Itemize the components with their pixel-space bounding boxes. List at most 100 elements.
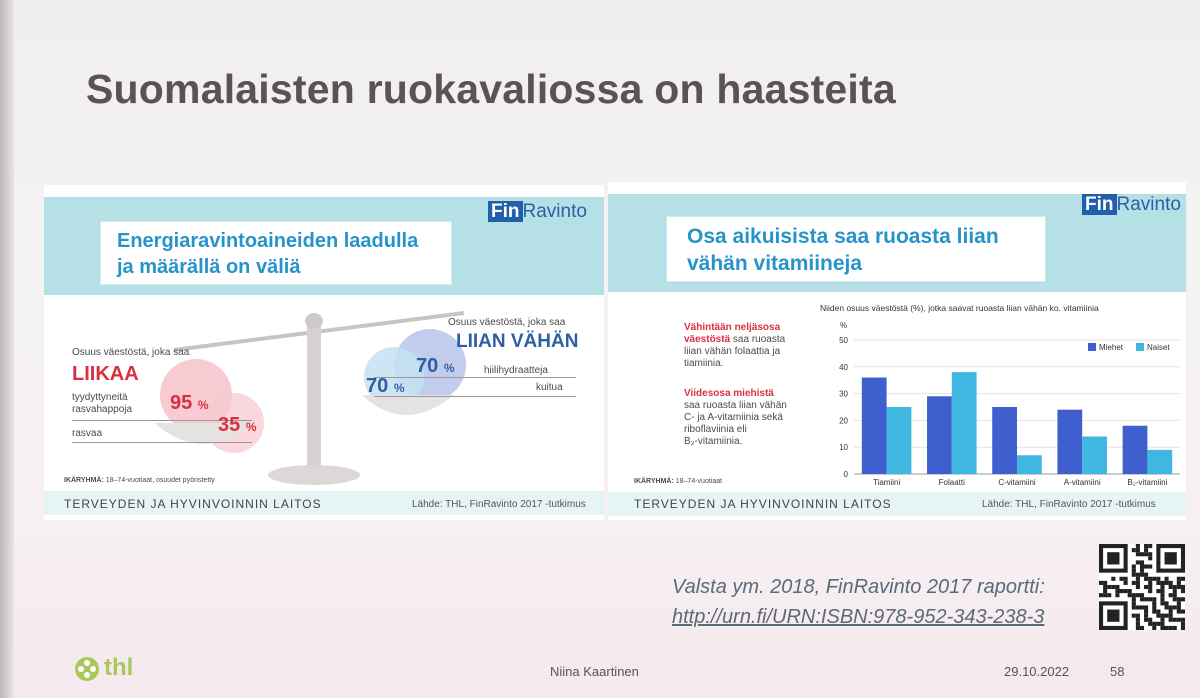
- qr-module: [1160, 589, 1165, 594]
- finravinto-logo: Fin Ravinto: [488, 201, 587, 223]
- scale-pole: [307, 320, 321, 470]
- bar-naiset: [1017, 455, 1042, 474]
- qr-module: [1144, 552, 1149, 557]
- qr-module: [1115, 584, 1120, 590]
- qr-module: [1168, 609, 1173, 614]
- qr-module: [1180, 576, 1185, 581]
- liikaa-heading: LIIKAA: [72, 363, 139, 385]
- x-tick-label: Tiamiini: [873, 478, 900, 487]
- qr-module: [1172, 617, 1177, 622]
- left-scale-pan: [154, 423, 254, 444]
- qr-module: [1180, 597, 1185, 602]
- left-divider-2: [72, 442, 252, 443]
- thl-flower-icon: [75, 657, 99, 681]
- qr-module: [1107, 584, 1112, 590]
- qr-module: [1099, 593, 1104, 598]
- presentation-date: 29.10.2022: [1004, 664, 1070, 679]
- qr-module: [1123, 589, 1128, 594]
- legend-swatch: [1136, 343, 1144, 351]
- qr-module: [1144, 609, 1149, 614]
- left-banner-line2: ja määrällä on väliä: [117, 256, 301, 278]
- reference-link[interactable]: http://urn.fi/URN:ISBN:978-952-343-238-3: [672, 606, 1045, 628]
- qr-module: [1164, 601, 1169, 606]
- qr-module: [1148, 621, 1153, 626]
- legend-label: Miehet: [1099, 343, 1124, 352]
- qr-module: [1103, 580, 1108, 585]
- right-age-note: IKÄRYHMÄ: 18–74-vuotiaat: [634, 478, 723, 485]
- vitamins-panel: Fin Ravinto Osa aikuisista saa ruoasta li…: [608, 182, 1186, 520]
- qr-module: [1103, 589, 1108, 594]
- qr-module: [1164, 580, 1169, 585]
- qr-module: [1131, 593, 1136, 598]
- qr-module: [1180, 584, 1185, 590]
- qr-module: [1176, 584, 1181, 590]
- qr-module: [1144, 572, 1149, 577]
- qr-module: [1164, 576, 1169, 581]
- qr-module: [1160, 613, 1165, 618]
- right-footer-bar: [608, 492, 1186, 516]
- qr-module: [1160, 617, 1165, 622]
- qr-module: [1131, 548, 1136, 553]
- qr-module: [1107, 609, 1120, 622]
- bar-naiset: [1147, 449, 1173, 474]
- qr-module: [1139, 568, 1145, 573]
- bar-naiset: [951, 372, 977, 474]
- qr-module: [1172, 589, 1177, 594]
- bar-miehet: [1122, 425, 1148, 474]
- qr-module: [1168, 605, 1173, 610]
- qr-module: [1123, 580, 1128, 585]
- qr-module: [1164, 552, 1177, 565]
- right-divider-2: [374, 396, 576, 397]
- reference-citation: Valsta ym. 2018, FinRavinto 2017 raportt…: [672, 576, 1045, 598]
- qr-module: [1131, 564, 1136, 569]
- saturated-fat-value: 95 %: [170, 392, 209, 414]
- x-tick-label: C-vitamiini: [998, 478, 1036, 487]
- slide-footer: thl Niina Kaartinen 29.10.2022 58: [0, 650, 1200, 698]
- right-banner-line2: vähän vitamiineja: [687, 252, 863, 275]
- right-banner-line1: Osa aikuisista saa ruoasta liian: [687, 225, 999, 248]
- qr-module: [1176, 605, 1181, 610]
- carbohydrates-value: 70 %: [416, 355, 455, 377]
- qr-module: [1168, 613, 1173, 618]
- scale-pivot: [305, 313, 323, 329]
- qr-module: [1115, 589, 1120, 594]
- qr-module: [1148, 564, 1153, 569]
- y-tick-label: 0: [844, 470, 849, 479]
- qr-module: [1172, 625, 1177, 630]
- qr-module: [1152, 597, 1157, 602]
- qr-module: [1152, 609, 1157, 614]
- qr-module: [1168, 593, 1173, 598]
- left-caption: Osuus väestöstä, joka saa: [72, 347, 190, 358]
- qr-module: [1115, 593, 1120, 598]
- qr-module: [1180, 609, 1185, 614]
- qr-module: [1135, 613, 1140, 618]
- qr-module: [1180, 621, 1185, 626]
- qr-module: [1160, 584, 1165, 590]
- qr-module: [1164, 613, 1169, 618]
- qr-module: [1176, 609, 1181, 614]
- qr-module: [1131, 568, 1136, 573]
- bar-naiset: [1082, 436, 1107, 474]
- qr-module: [1144, 548, 1149, 553]
- qr-module: [1172, 593, 1177, 598]
- left-footer-org: TERVEYDEN JA HYVINVOINNIN LAITOS: [64, 497, 322, 511]
- right-footer-org: TERVEYDEN JA HYVINVOINNIN LAITOS: [634, 497, 892, 511]
- qr-module: [1139, 593, 1145, 598]
- y-tick-label: 50: [839, 336, 848, 345]
- qr-module: [1176, 597, 1181, 602]
- qr-module: [1131, 572, 1136, 577]
- qr-module: [1135, 544, 1140, 549]
- left-divider-1: [72, 420, 252, 421]
- qr-module: [1135, 617, 1140, 622]
- qr-code-icon[interactable]: [1099, 544, 1185, 630]
- qr-module: [1160, 580, 1165, 585]
- left-footer-source: Lähde: THL, FinRavinto 2017 -tutkimus: [412, 499, 586, 510]
- qr-module: [1131, 597, 1136, 602]
- qr-module: [1148, 544, 1153, 549]
- y-tick-label: 40: [839, 363, 848, 372]
- qr-module: [1148, 597, 1153, 602]
- qr-module: [1144, 617, 1149, 622]
- qr-module: [1107, 552, 1120, 565]
- right-divider-1: [374, 377, 576, 378]
